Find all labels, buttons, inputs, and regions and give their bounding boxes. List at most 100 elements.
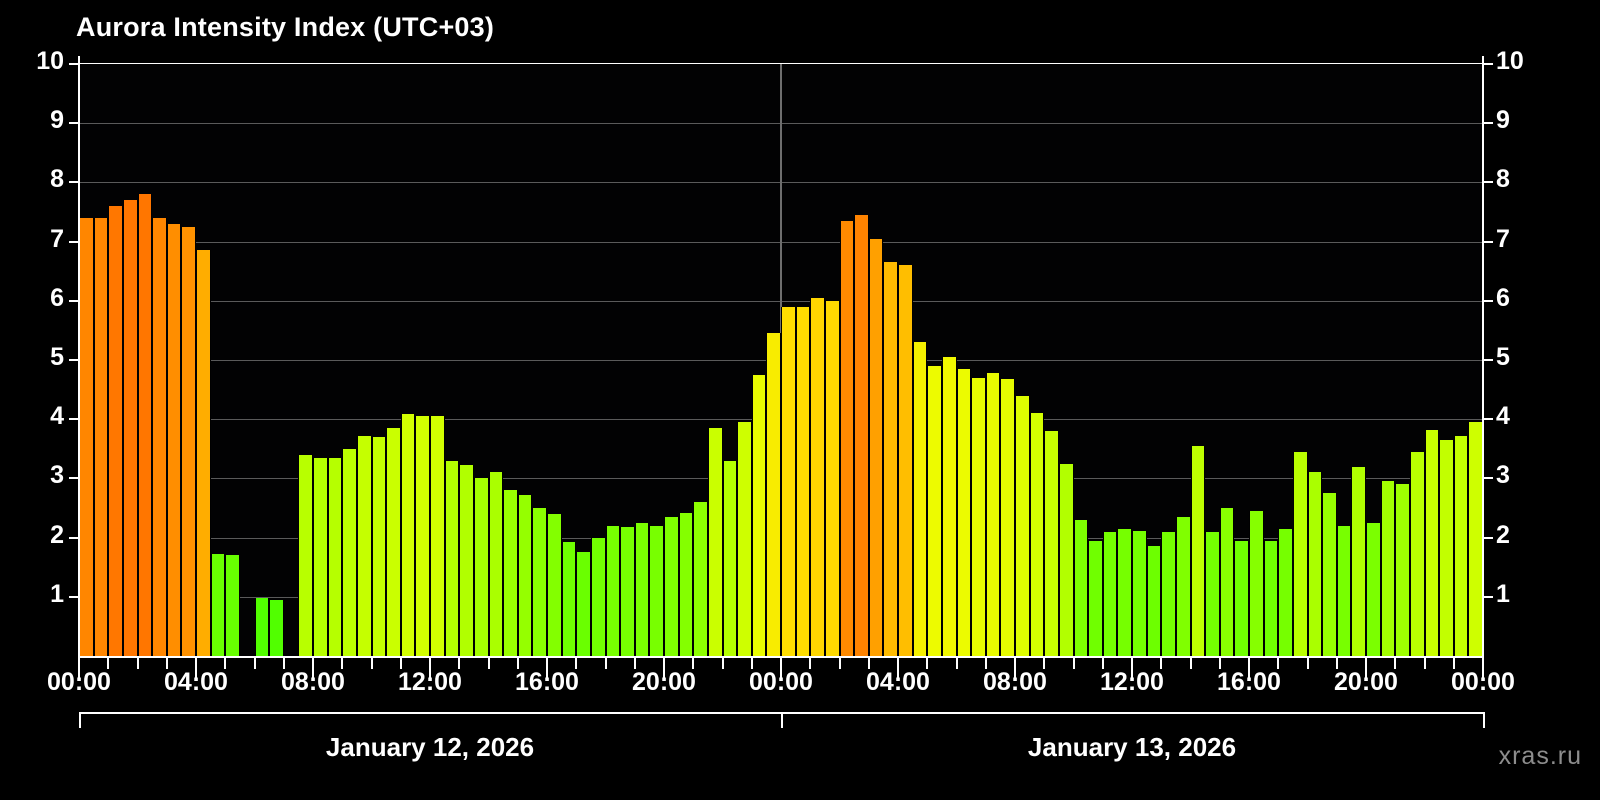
chart-bar[interactable]	[1322, 493, 1337, 656]
chart-bar[interactable]	[298, 454, 313, 656]
chart-bar[interactable]	[1409, 451, 1425, 656]
chart-bar[interactable]	[1424, 429, 1440, 656]
chart-bar[interactable]	[927, 365, 942, 656]
chart-bar[interactable]	[137, 194, 153, 656]
chart-bar[interactable]	[576, 552, 591, 656]
chart-bar[interactable]	[1278, 528, 1293, 656]
chart-bar[interactable]	[810, 297, 825, 656]
chart-bar[interactable]	[649, 525, 664, 656]
chart-bar[interactable]	[1088, 540, 1103, 656]
chart-bar[interactable]	[1073, 519, 1089, 656]
chart-bar[interactable]	[386, 428, 401, 656]
chart-bar[interactable]	[459, 465, 474, 656]
chart-bar[interactable]	[1380, 481, 1396, 656]
chart-bar[interactable]	[547, 513, 562, 656]
chart-bar[interactable]	[444, 460, 460, 656]
chart-bar[interactable]	[795, 306, 811, 656]
chart-bar[interactable]	[254, 597, 270, 656]
x-axis-tick-minor	[575, 658, 578, 669]
chart-bar[interactable]	[430, 416, 445, 656]
chart-bar[interactable]	[1292, 451, 1308, 656]
chart-bar[interactable]	[1190, 445, 1206, 656]
chart-bar[interactable]	[985, 373, 1001, 656]
chart-bar[interactable]	[737, 422, 752, 656]
chart-bar[interactable]	[93, 217, 109, 656]
x-axis-tick-minor	[107, 658, 110, 669]
chart-bar[interactable]	[532, 508, 547, 656]
chart-bar[interactable]	[210, 554, 226, 656]
chart-bar[interactable]	[122, 200, 138, 656]
chart-bar[interactable]	[854, 214, 869, 656]
chart-bar[interactable]	[1175, 516, 1191, 656]
chart-bar[interactable]	[1044, 431, 1059, 656]
x-axis-tick-minor	[984, 658, 987, 669]
chart-bar[interactable]	[269, 599, 284, 656]
chart-bar[interactable]	[751, 374, 767, 656]
chart-bar[interactable]	[1161, 531, 1176, 656]
chart-bar[interactable]	[664, 516, 679, 656]
chart-bar[interactable]	[327, 457, 343, 656]
chart-bar[interactable]	[225, 555, 240, 656]
chart-bar[interactable]	[1439, 439, 1454, 656]
chart-bar[interactable]	[1249, 510, 1264, 656]
chart-bar[interactable]	[824, 300, 840, 656]
x-axis-tick-major	[1365, 658, 1367, 678]
chart-bar[interactable]	[1205, 531, 1220, 656]
chart-bar[interactable]	[561, 542, 577, 656]
chart-bar[interactable]	[693, 502, 708, 656]
chart-bar[interactable]	[415, 416, 430, 656]
chart-bar[interactable]	[517, 494, 533, 656]
chart-bar[interactable]	[1307, 472, 1323, 656]
chart-bar[interactable]	[1058, 463, 1074, 656]
chart-bar[interactable]	[503, 490, 518, 656]
chart-bar[interactable]	[1117, 528, 1132, 656]
y-axis-tick	[69, 63, 78, 65]
chart-bar[interactable]	[1132, 530, 1147, 656]
chart-bar[interactable]	[79, 217, 94, 656]
chart-bar[interactable]	[620, 526, 635, 656]
chart-bar[interactable]	[1336, 525, 1352, 656]
chart-bar[interactable]	[1015, 395, 1030, 656]
chart-bar[interactable]	[941, 357, 957, 656]
chart-bar[interactable]	[400, 414, 416, 656]
chart-bar[interactable]	[1146, 546, 1162, 656]
chart-bar[interactable]	[488, 472, 504, 656]
chart-bar[interactable]	[181, 226, 196, 656]
chart-bar[interactable]	[956, 368, 972, 656]
x-axis-tick-major	[546, 658, 548, 678]
chart-bar[interactable]	[766, 333, 781, 656]
chart-bar[interactable]	[898, 265, 913, 656]
chart-bar[interactable]	[152, 217, 167, 656]
chart-bar[interactable]	[1366, 522, 1381, 656]
chart-bar[interactable]	[313, 457, 328, 656]
chart-bar[interactable]	[634, 522, 650, 656]
chart-bar[interactable]	[1234, 540, 1249, 656]
chart-bar[interactable]	[1102, 531, 1118, 656]
chart-bar[interactable]	[781, 306, 796, 656]
chart-bar[interactable]	[1000, 378, 1015, 656]
chart-bar[interactable]	[1453, 435, 1469, 656]
chart-bar[interactable]	[371, 436, 387, 656]
chart-bar[interactable]	[912, 342, 928, 656]
chart-bar[interactable]	[1351, 466, 1366, 656]
chart-bar[interactable]	[971, 377, 986, 656]
chart-bar[interactable]	[473, 478, 489, 656]
chart-bar[interactable]	[1395, 484, 1410, 656]
chart-bar[interactable]	[1219, 508, 1235, 656]
chart-bar[interactable]	[1468, 422, 1483, 656]
chart-bar[interactable]	[196, 250, 211, 656]
chart-bar[interactable]	[356, 435, 372, 656]
chart-bar[interactable]	[722, 460, 738, 656]
chart-bar[interactable]	[707, 428, 723, 656]
chart-bar[interactable]	[868, 238, 884, 656]
chart-bar[interactable]	[883, 262, 898, 656]
chart-bar[interactable]	[108, 206, 123, 656]
chart-bar[interactable]	[678, 512, 694, 656]
chart-bar[interactable]	[590, 537, 606, 656]
chart-bar[interactable]	[166, 223, 182, 656]
chart-bar[interactable]	[1263, 540, 1279, 656]
chart-bar[interactable]	[839, 220, 855, 656]
chart-bar[interactable]	[342, 448, 357, 656]
chart-bar[interactable]	[605, 525, 621, 656]
chart-bar[interactable]	[1029, 413, 1045, 656]
